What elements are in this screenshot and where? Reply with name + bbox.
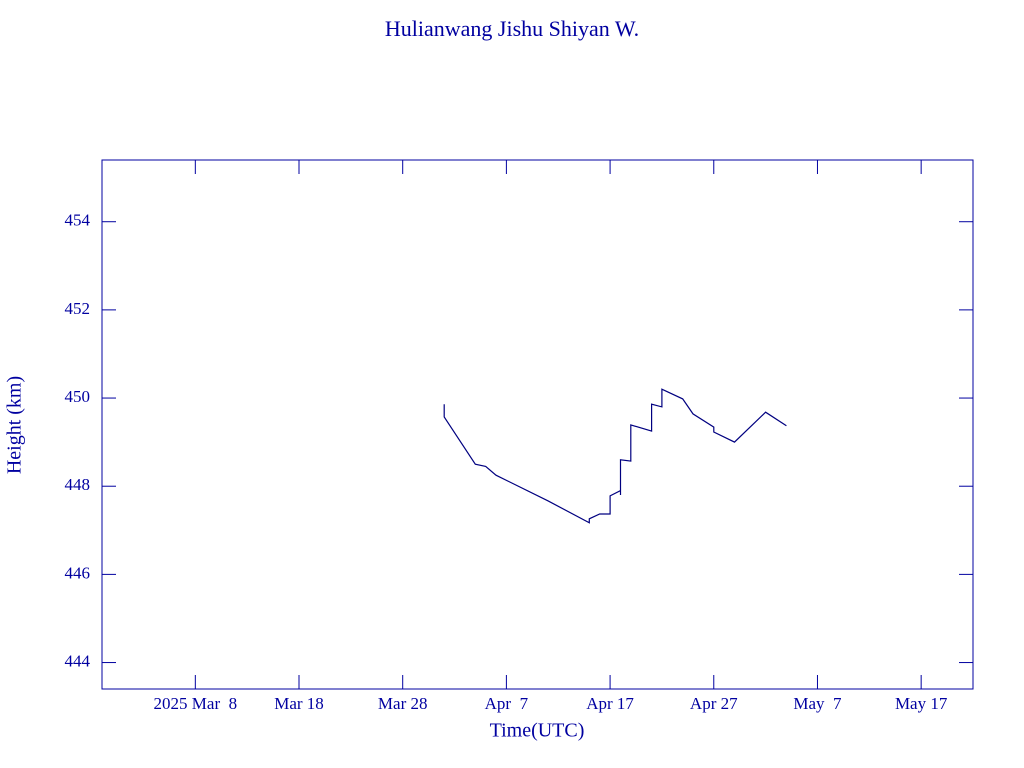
chart-title: Hulianwang Jishu Shiyan W.	[385, 16, 639, 41]
x-axis-label: Time(UTC)	[490, 720, 585, 742]
x-tick-label: Mar 18	[274, 694, 324, 713]
x-tick-label: Apr 7	[485, 694, 529, 713]
x-tick-label: May 17	[895, 694, 948, 713]
y-tick-label: 452	[65, 299, 91, 318]
y-tick-label: 448	[65, 475, 91, 494]
x-tick-label: Apr 27	[690, 694, 738, 713]
x-tick-label: Apr 17	[586, 694, 634, 713]
x-tick-label: May 7	[793, 694, 842, 713]
y-tick-label: 446	[65, 563, 91, 582]
y-tick-label: 450	[65, 387, 91, 406]
x-tick-label: 2025 Mar 8	[154, 694, 238, 713]
y-tick-label: 454	[65, 211, 91, 230]
x-tick-label: Mar 28	[378, 694, 428, 713]
y-tick-label: 444	[65, 651, 91, 670]
plot-frame	[101, 159, 974, 690]
height-line	[443, 388, 787, 524]
y-axis-label: Height (km)	[4, 376, 26, 474]
